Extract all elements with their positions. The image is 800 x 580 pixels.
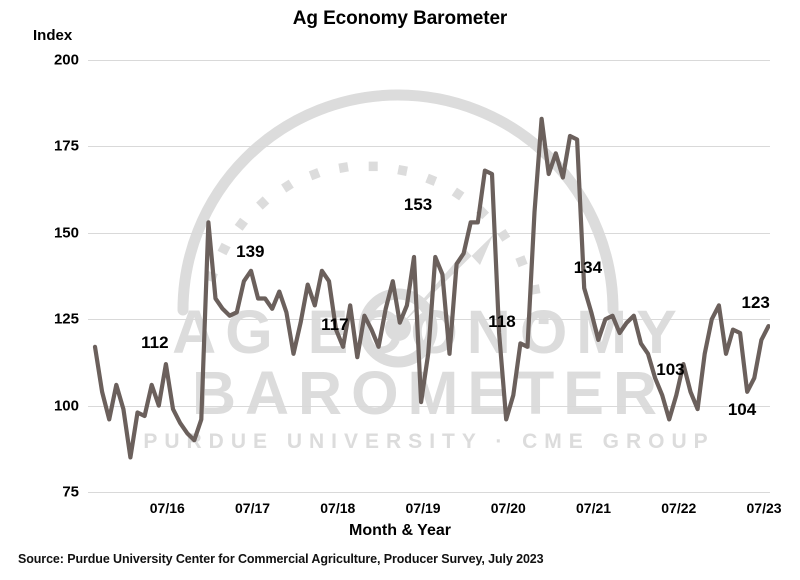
x-tick-label: 07/20 — [490, 500, 526, 516]
gridline — [88, 60, 770, 61]
x-tick-label: 07/22 — [661, 500, 697, 516]
data-point-label: 153 — [403, 195, 433, 214]
data-series-line — [92, 116, 770, 460]
x-tick-label: 07/17 — [235, 500, 271, 516]
data-point-label: 104 — [727, 400, 757, 419]
x-tick-label: 07/21 — [576, 500, 612, 516]
gridline — [88, 146, 770, 148]
x-axis-title: Month & Year — [349, 522, 451, 539]
x-tick-label: 07/16 — [149, 500, 185, 516]
gridline — [88, 405, 770, 407]
y-tick-label: 100 — [53, 397, 79, 415]
y-tick-label: 75 — [62, 483, 79, 501]
data-point-label: 112 — [141, 333, 169, 352]
x-tick-label: 07/19 — [405, 500, 441, 516]
data-point-label: 134 — [573, 258, 603, 277]
y-tick-label: 175 — [53, 137, 79, 155]
gridline — [88, 492, 770, 493]
y-tick-label: 200 — [53, 51, 79, 69]
x-tick-label: 07/18 — [320, 500, 356, 516]
plot-area: AG ECONOMY BAROMETER PURDUE UNIVERSITY ·… — [54, 52, 782, 517]
gridline — [88, 232, 770, 234]
data-point-label: 117 — [321, 315, 349, 334]
y-tick-label: 125 — [53, 310, 79, 328]
source-note: Source: Purdue University Center for Com… — [18, 552, 544, 566]
page-title: Ag Economy Barometer — [292, 8, 508, 29]
y-tick-label: 150 — [53, 224, 79, 242]
y-axis-title: Index — [33, 27, 73, 44]
data-point-label: 123 — [741, 293, 770, 312]
x-tick-label: 07/23 — [746, 500, 782, 516]
data-point-label: 118 — [488, 312, 516, 331]
data-point-label: 139 — [236, 242, 265, 261]
data-point-label: 103 — [656, 360, 685, 379]
